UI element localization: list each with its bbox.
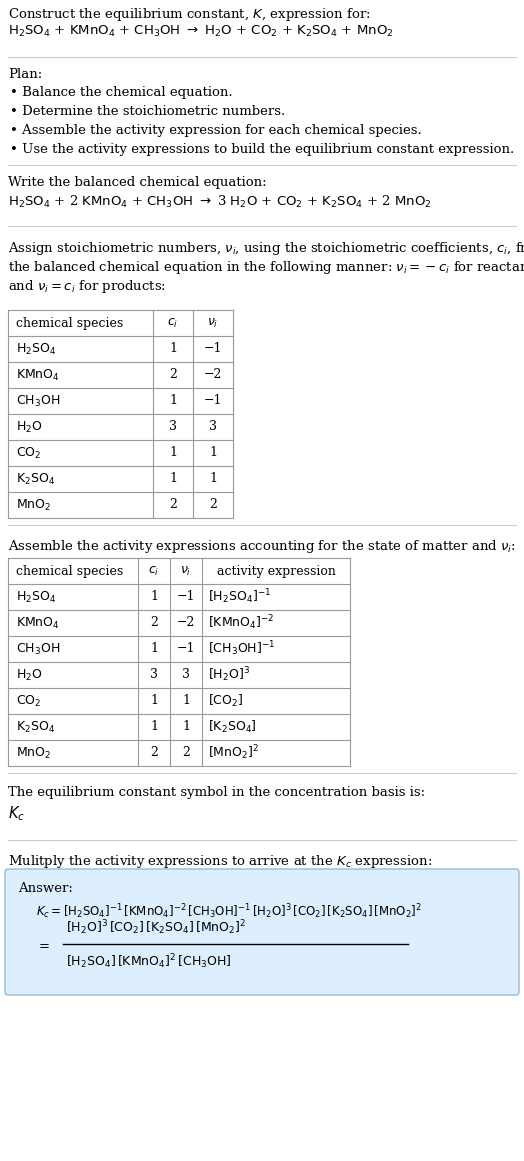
- Text: $\mathrm{MnO_2}$: $\mathrm{MnO_2}$: [16, 745, 51, 760]
- Text: $K_c = [\mathrm{H_2SO_4}]^{-1}\,[\mathrm{KMnO_4}]^{-2}\,[\mathrm{CH_3OH}]^{-1}\,: $K_c = [\mathrm{H_2SO_4}]^{-1}\,[\mathrm…: [36, 902, 422, 921]
- Text: 2: 2: [182, 747, 190, 759]
- Text: $\mathrm{H_2SO_4}$ + 2 $\mathrm{KMnO_4}$ + $\mathrm{CH_3OH}$ $\rightarrow$ 3 $\m: $\mathrm{H_2SO_4}$ + 2 $\mathrm{KMnO_4}$…: [8, 194, 431, 210]
- Text: 1: 1: [169, 473, 177, 485]
- Text: 1: 1: [209, 447, 217, 460]
- Text: 3: 3: [182, 669, 190, 682]
- Text: 1: 1: [182, 721, 190, 734]
- Text: $[\mathrm{H_2O}]^3\,[\mathrm{CO_2}]\,[\mathrm{K_2SO_4}]\,[\mathrm{MnO_2}]^2$: $[\mathrm{H_2O}]^3\,[\mathrm{CO_2}]\,[\m…: [66, 918, 246, 937]
- Text: 3: 3: [169, 420, 177, 433]
- Text: −1: −1: [177, 642, 195, 656]
- Text: the balanced chemical equation in the following manner: $\nu_i = -c_i$ for react: the balanced chemical equation in the fo…: [8, 259, 524, 276]
- Text: $=$: $=$: [36, 938, 50, 952]
- Text: 3: 3: [209, 420, 217, 433]
- Text: Assign stoichiometric numbers, $\nu_i$, using the stoichiometric coefficients, $: Assign stoichiometric numbers, $\nu_i$, …: [8, 240, 524, 257]
- Text: 1: 1: [182, 694, 190, 707]
- Text: $[\mathrm{KMnO_4}]^{-2}$: $[\mathrm{KMnO_4}]^{-2}$: [208, 614, 275, 633]
- Text: 1: 1: [209, 473, 217, 485]
- Text: • Determine the stoichiometric numbers.: • Determine the stoichiometric numbers.: [10, 104, 285, 118]
- Text: $\mathrm{KMnO_4}$: $\mathrm{KMnO_4}$: [16, 615, 60, 630]
- Text: 1: 1: [169, 342, 177, 355]
- Text: $\mathrm{H_2O}$: $\mathrm{H_2O}$: [16, 419, 42, 434]
- Text: $\mathrm{H_2O}$: $\mathrm{H_2O}$: [16, 668, 42, 683]
- Text: chemical species: chemical species: [16, 317, 123, 330]
- Text: −2: −2: [177, 616, 195, 629]
- Text: and $\nu_i = c_i$ for products:: and $\nu_i = c_i$ for products:: [8, 277, 166, 295]
- Text: $[\mathrm{K_2SO_4}]$: $[\mathrm{K_2SO_4}]$: [208, 719, 257, 735]
- Text: $\mathrm{CO_2}$: $\mathrm{CO_2}$: [16, 446, 41, 461]
- Text: $\mathrm{K_2SO_4}$: $\mathrm{K_2SO_4}$: [16, 720, 55, 735]
- Text: −1: −1: [177, 591, 195, 604]
- Text: 3: 3: [150, 669, 158, 682]
- Text: $[\mathrm{H_2SO_4}]^{-1}$: $[\mathrm{H_2SO_4}]^{-1}$: [208, 587, 271, 606]
- Text: • Assemble the activity expression for each chemical species.: • Assemble the activity expression for e…: [10, 124, 422, 137]
- Text: 1: 1: [150, 721, 158, 734]
- Text: Plan:: Plan:: [8, 68, 42, 81]
- Text: Write the balanced chemical equation:: Write the balanced chemical equation:: [8, 176, 267, 189]
- Text: 2: 2: [209, 498, 217, 512]
- Text: activity expression: activity expression: [216, 564, 335, 577]
- Text: • Use the activity expressions to build the equilibrium constant expression.: • Use the activity expressions to build …: [10, 143, 514, 156]
- Text: Assemble the activity expressions accounting for the state of matter and $\nu_i$: Assemble the activity expressions accoun…: [8, 538, 516, 555]
- Text: 1: 1: [150, 591, 158, 604]
- Text: Construct the equilibrium constant, $K$, expression for:: Construct the equilibrium constant, $K$,…: [8, 6, 370, 23]
- Text: $\nu_i$: $\nu_i$: [208, 317, 219, 330]
- Text: 1: 1: [150, 642, 158, 656]
- Text: $\nu_i$: $\nu_i$: [180, 564, 192, 577]
- Text: −2: −2: [204, 368, 222, 382]
- Text: 2: 2: [169, 498, 177, 512]
- Text: 2: 2: [150, 616, 158, 629]
- Text: The equilibrium constant symbol in the concentration basis is:: The equilibrium constant symbol in the c…: [8, 786, 425, 799]
- FancyBboxPatch shape: [5, 868, 519, 995]
- Text: $[\mathrm{CO_2}]$: $[\mathrm{CO_2}]$: [208, 693, 243, 709]
- Text: $\mathrm{CH_3OH}$: $\mathrm{CH_3OH}$: [16, 641, 60, 657]
- Text: 1: 1: [169, 395, 177, 408]
- Text: 1: 1: [150, 694, 158, 707]
- Text: $c_i$: $c_i$: [148, 564, 160, 577]
- Text: $c_i$: $c_i$: [167, 317, 179, 330]
- Text: Answer:: Answer:: [18, 882, 73, 895]
- Text: $\mathrm{H_2SO_4}$: $\mathrm{H_2SO_4}$: [16, 341, 56, 356]
- Text: Mulitply the activity expressions to arrive at the $K_c$ expression:: Mulitply the activity expressions to arr…: [8, 853, 432, 870]
- Text: −1: −1: [204, 395, 222, 408]
- Text: $\mathrm{K_2SO_4}$: $\mathrm{K_2SO_4}$: [16, 471, 55, 486]
- Text: $\mathrm{MnO_2}$: $\mathrm{MnO_2}$: [16, 497, 51, 512]
- Text: 2: 2: [169, 368, 177, 382]
- Text: 1: 1: [169, 447, 177, 460]
- Text: −1: −1: [204, 342, 222, 355]
- Text: chemical species: chemical species: [16, 564, 123, 577]
- Text: $[\mathrm{MnO_2}]^2$: $[\mathrm{MnO_2}]^2$: [208, 744, 259, 763]
- Text: $\mathrm{CO_2}$: $\mathrm{CO_2}$: [16, 693, 41, 708]
- Text: $[\mathrm{H_2O}]^3$: $[\mathrm{H_2O}]^3$: [208, 665, 250, 684]
- Text: $[\mathrm{CH_3OH}]^{-1}$: $[\mathrm{CH_3OH}]^{-1}$: [208, 640, 275, 658]
- Text: • Balance the chemical equation.: • Balance the chemical equation.: [10, 86, 233, 99]
- Text: $[\mathrm{H_2SO_4}]\,[\mathrm{KMnO_4}]^2\,[\mathrm{CH_3OH}]$: $[\mathrm{H_2SO_4}]\,[\mathrm{KMnO_4}]^2…: [66, 953, 232, 972]
- Text: 2: 2: [150, 747, 158, 759]
- Text: $\mathrm{H_2SO_4}$ + $\mathrm{KMnO_4}$ + $\mathrm{CH_3OH}$ $\rightarrow$ $\mathr: $\mathrm{H_2SO_4}$ + $\mathrm{KMnO_4}$ +…: [8, 24, 394, 39]
- Text: $\mathrm{CH_3OH}$: $\mathrm{CH_3OH}$: [16, 394, 60, 409]
- Text: $K_c$: $K_c$: [8, 805, 25, 823]
- Text: $\mathrm{H_2SO_4}$: $\mathrm{H_2SO_4}$: [16, 590, 56, 605]
- Text: $\mathrm{KMnO_4}$: $\mathrm{KMnO_4}$: [16, 367, 60, 383]
